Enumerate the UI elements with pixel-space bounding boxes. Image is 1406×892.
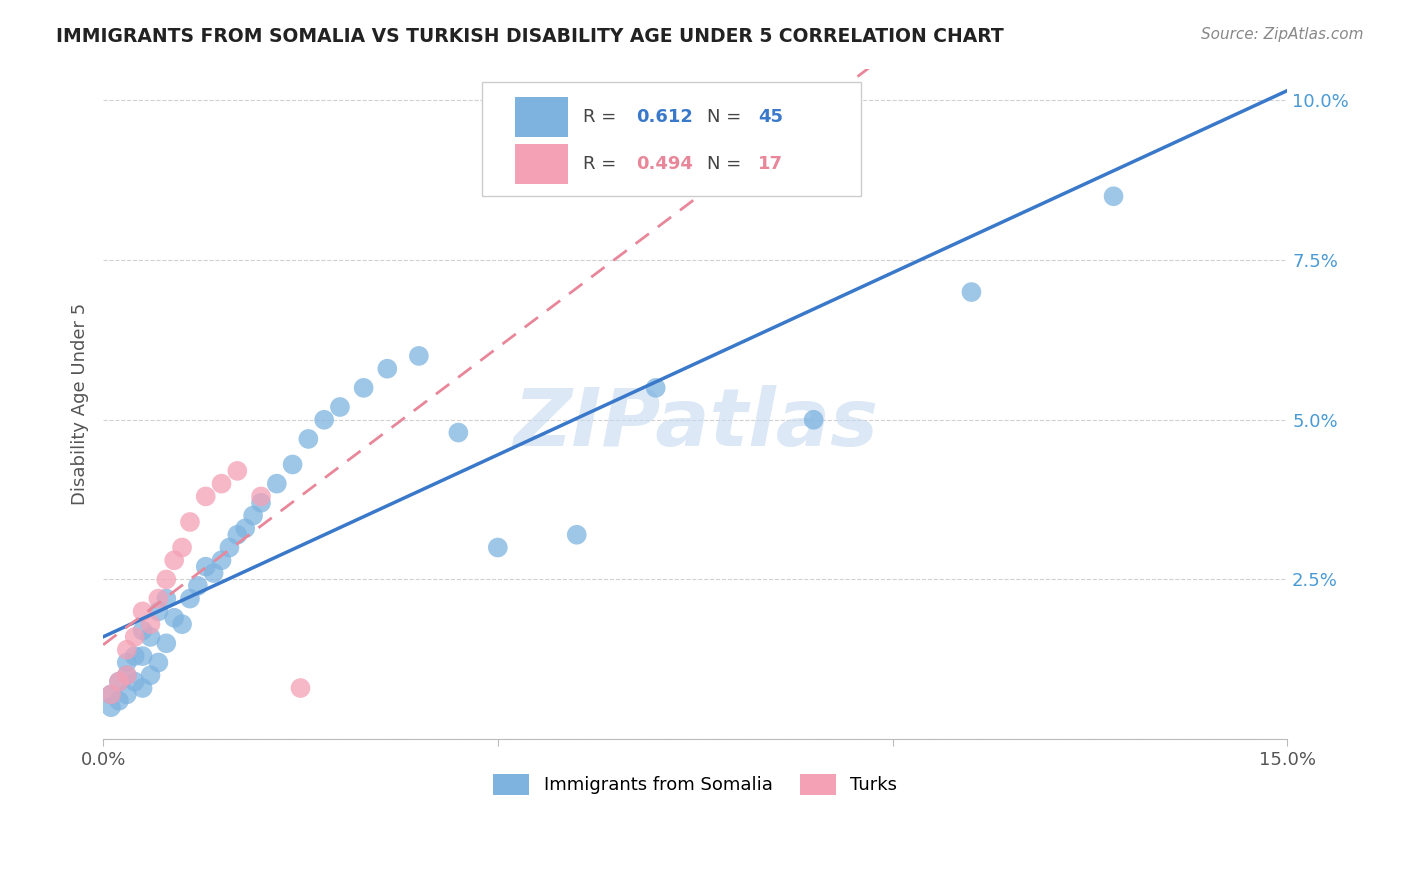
Text: 45: 45: [758, 108, 783, 126]
Point: [163, 553, 186, 567]
Point: [131, 624, 153, 638]
Point: [329, 400, 352, 414]
Text: ZIPatlas: ZIPatlas: [513, 385, 877, 463]
Text: IMMIGRANTS FROM SOMALIA VS TURKISH DISABILITY AGE UNDER 5 CORRELATION CHART: IMMIGRANTS FROM SOMALIA VS TURKISH DISAB…: [56, 27, 1004, 45]
Point: [1102, 189, 1125, 203]
Point: [124, 674, 146, 689]
Point: [250, 490, 273, 504]
Point: [242, 508, 264, 523]
Point: [148, 591, 170, 606]
Point: [155, 636, 177, 650]
Point: [139, 668, 162, 682]
Point: [250, 496, 273, 510]
Point: [266, 476, 288, 491]
Point: [375, 361, 398, 376]
Point: [179, 591, 201, 606]
Point: [131, 604, 153, 618]
Point: [170, 617, 193, 632]
Point: [226, 464, 249, 478]
Point: [155, 591, 177, 606]
Point: [408, 349, 430, 363]
Text: Source: ZipAtlas.com: Source: ZipAtlas.com: [1201, 27, 1364, 42]
Text: R =: R =: [582, 155, 621, 173]
Point: [155, 573, 177, 587]
Point: [115, 656, 138, 670]
Point: [290, 681, 312, 695]
Point: [447, 425, 470, 440]
FancyBboxPatch shape: [482, 82, 860, 196]
Point: [131, 649, 153, 664]
FancyBboxPatch shape: [515, 96, 568, 136]
Point: [148, 656, 170, 670]
Y-axis label: Disability Age Under 5: Disability Age Under 5: [72, 302, 89, 505]
Point: [644, 381, 666, 395]
Point: [194, 559, 217, 574]
Point: [187, 579, 209, 593]
Point: [100, 700, 122, 714]
Text: N =: N =: [707, 155, 747, 173]
Text: 17: 17: [758, 155, 783, 173]
Point: [226, 527, 249, 541]
Text: N =: N =: [707, 108, 747, 126]
Text: 0.494: 0.494: [636, 155, 693, 173]
Text: 0.612: 0.612: [636, 108, 693, 126]
Point: [108, 674, 131, 689]
Point: [115, 668, 138, 682]
Point: [115, 668, 138, 682]
Point: [218, 541, 240, 555]
Point: [139, 630, 162, 644]
FancyBboxPatch shape: [515, 144, 568, 184]
Text: R =: R =: [582, 108, 621, 126]
Point: [960, 285, 983, 299]
Point: [211, 553, 233, 567]
Point: [194, 490, 217, 504]
Point: [124, 649, 146, 664]
Point: [100, 687, 122, 701]
Point: [211, 476, 233, 491]
Point: [131, 681, 153, 695]
Point: [565, 527, 588, 541]
Point: [353, 381, 375, 395]
Point: [803, 413, 825, 427]
Point: [108, 694, 131, 708]
Point: [486, 541, 509, 555]
Point: [281, 458, 304, 472]
Point: [233, 521, 256, 535]
Point: [202, 566, 225, 580]
Point: [314, 413, 336, 427]
Point: [115, 642, 138, 657]
Point: [124, 630, 146, 644]
Point: [163, 611, 186, 625]
Point: [148, 604, 170, 618]
Point: [139, 617, 162, 632]
Point: [115, 687, 138, 701]
Point: [179, 515, 201, 529]
Legend: Immigrants from Somalia, Turks: Immigrants from Somalia, Turks: [484, 765, 907, 804]
Point: [100, 687, 122, 701]
Point: [170, 541, 193, 555]
Point: [108, 674, 131, 689]
Point: [297, 432, 319, 446]
